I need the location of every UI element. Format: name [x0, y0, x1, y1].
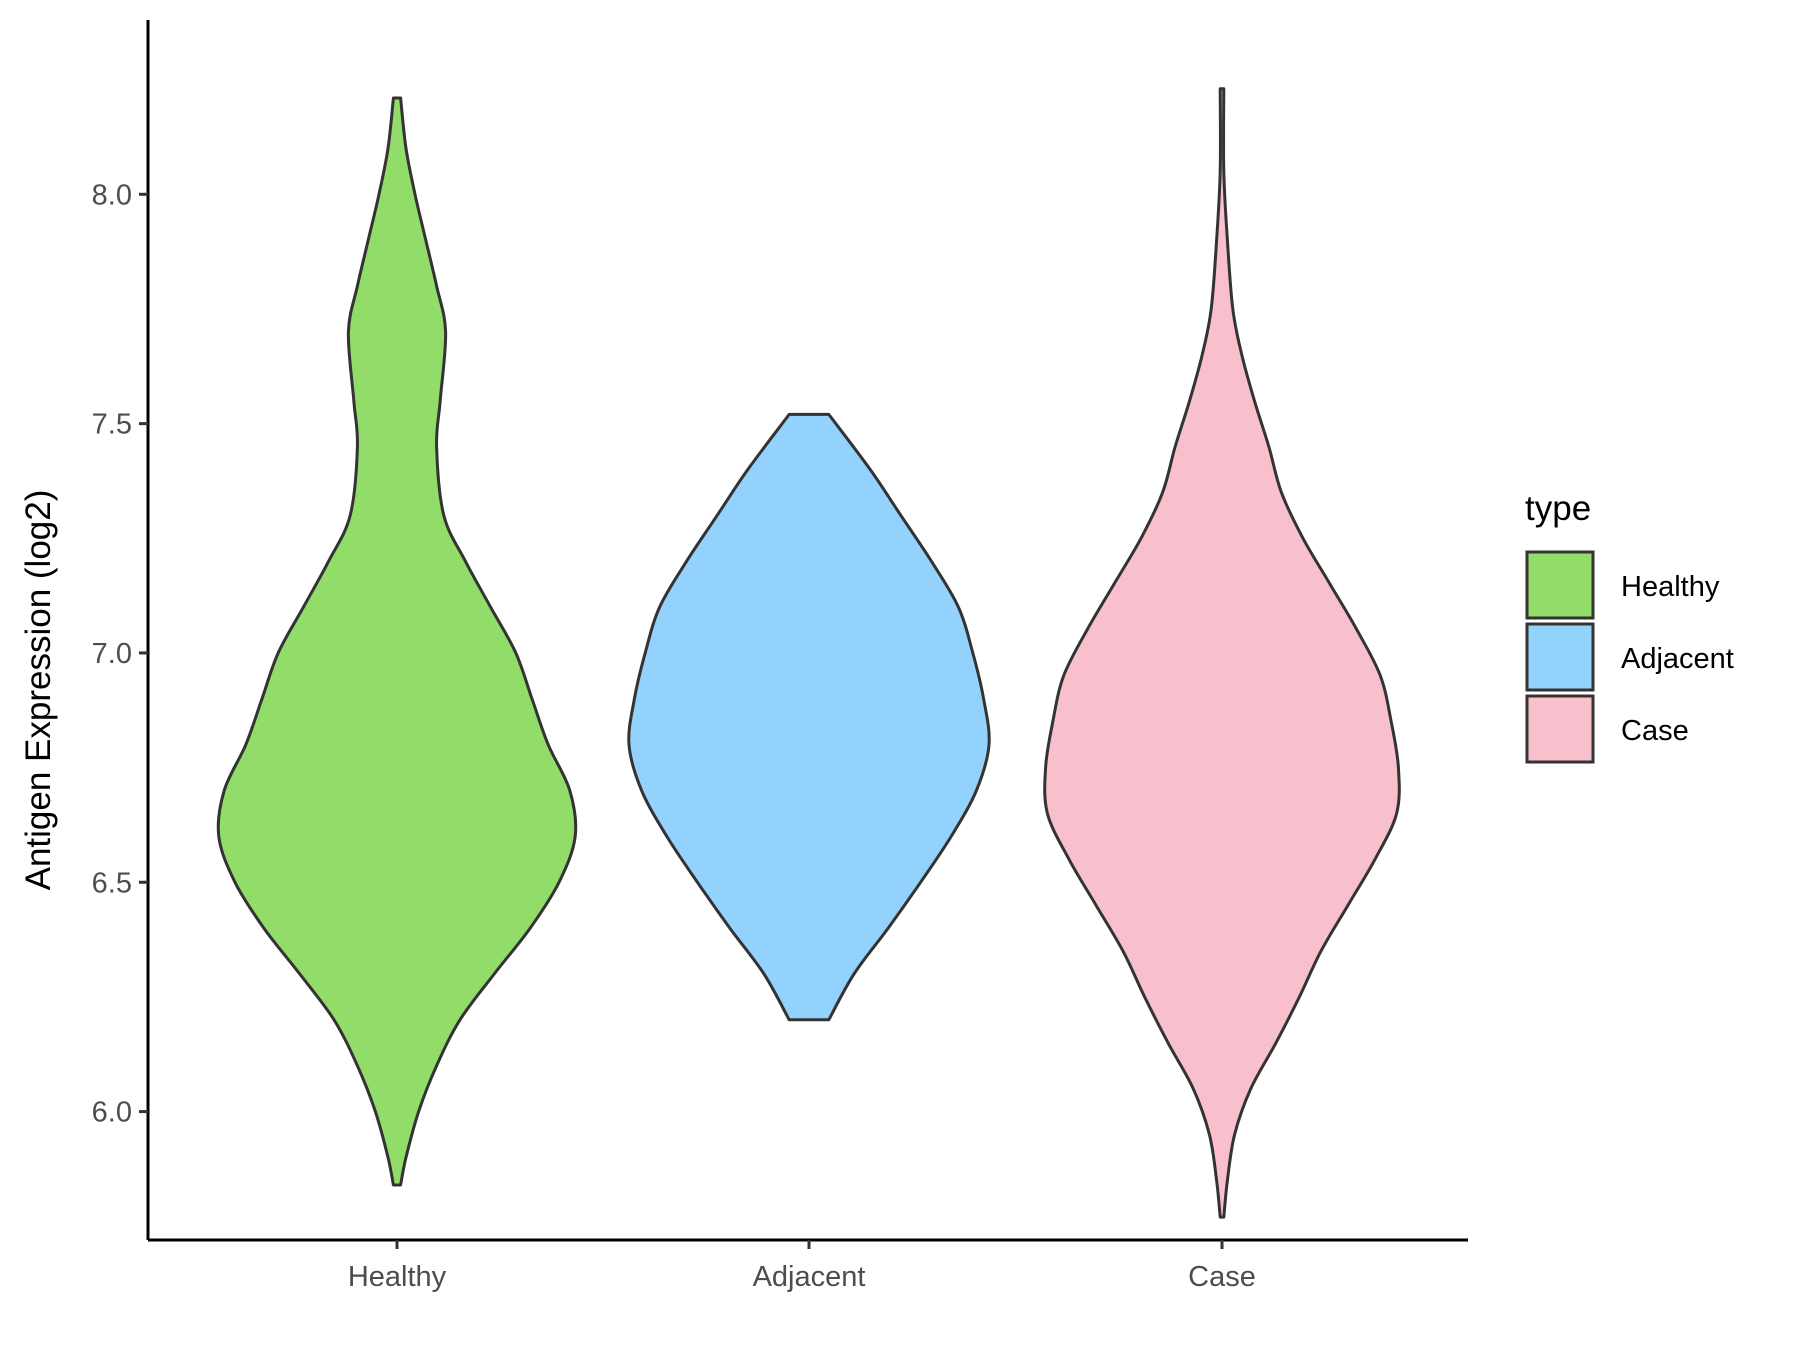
legend-key-case	[1525, 694, 1595, 764]
x-ticks: Healthy Adjacent Case	[348, 1240, 1256, 1293]
x-tick-label: Adjacent	[753, 1261, 866, 1293]
y-tick-label: 7.5	[92, 409, 132, 441]
violin-healthy	[216, 96, 578, 1187]
legend-key-healthy	[1525, 550, 1595, 620]
legend-label-adjacent: Adjacent	[1621, 643, 1734, 675]
y-tick-label: 6.0	[92, 1097, 132, 1129]
y-tick-label: 6.5	[92, 867, 132, 899]
legend-key-adjacent	[1525, 622, 1595, 692]
y-tick-label: 7.0	[92, 638, 132, 670]
x-tick-label: Case	[1188, 1261, 1256, 1293]
violin-case	[1043, 87, 1401, 1219]
x-tick-label: Healthy	[348, 1261, 447, 1293]
legend-items: Healthy Adjacent Case	[1525, 550, 1734, 764]
y-tick-label: 8.0	[92, 179, 132, 211]
violins-layer	[216, 87, 1401, 1219]
legend-label-case: Case	[1621, 715, 1689, 747]
legend: type Healthy Adjacent Case	[1525, 489, 1734, 764]
axes-layer: 6.0 6.5 7.0 7.5 8.0 Healthy Adjacent Case Anti…	[19, 20, 1468, 1293]
y-ticks: 6.0 6.5 7.0 7.5 8.0	[92, 179, 148, 1129]
violin-adjacent	[627, 412, 991, 1022]
legend-label-healthy: Healthy	[1621, 571, 1720, 603]
legend-title: type	[1525, 489, 1591, 528]
y-axis-title: Antigen Expression (log2)	[19, 490, 58, 891]
